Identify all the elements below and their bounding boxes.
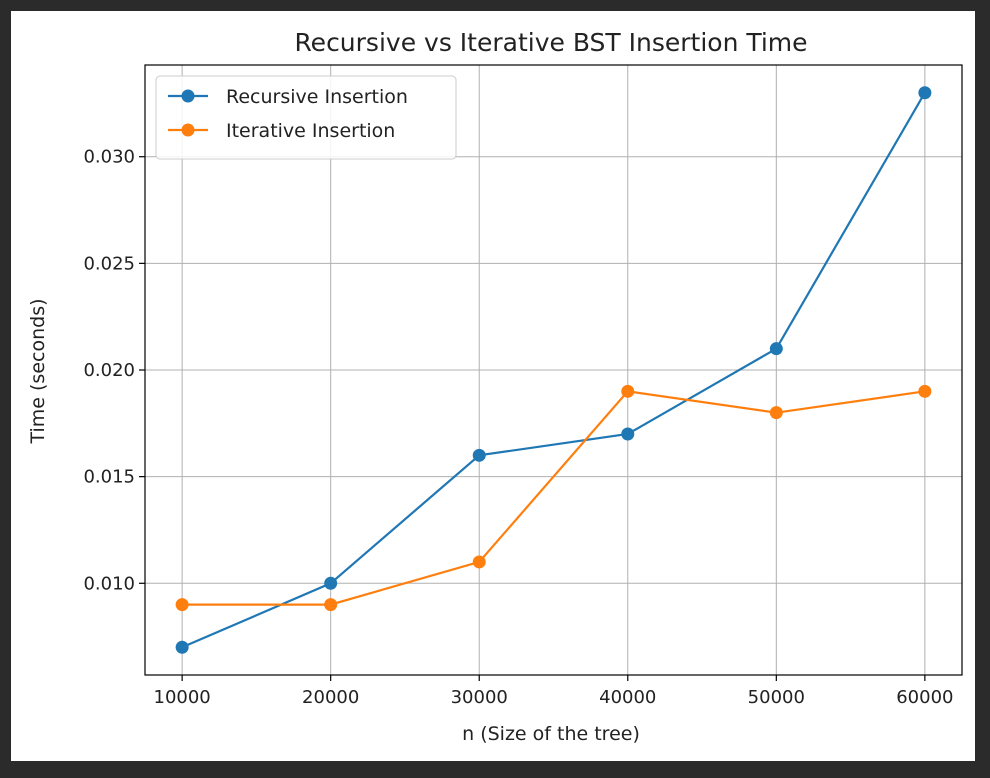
series-line-1: [181, 92, 926, 649]
y-tick-label: 0.015: [83, 467, 135, 488]
series-1-point: [769, 342, 783, 356]
x-tick-label: 20000: [302, 687, 359, 708]
y-tick-label: 0.020: [83, 360, 135, 381]
series-1-point: [621, 427, 635, 441]
x-axis-label: n (Size of the tree): [462, 723, 640, 745]
x-tick-label: 50000: [748, 687, 805, 708]
series-2-point: [769, 406, 783, 420]
series-2-point: [621, 384, 635, 398]
series-2-point: [472, 555, 486, 569]
x-tick-label: 10000: [154, 687, 211, 708]
series-1-point: [472, 448, 486, 462]
series-line-2: [182, 390, 926, 606]
series-2-point: [918, 384, 932, 398]
legend-marker-2: [181, 123, 195, 137]
x-tick-label: 30000: [451, 687, 508, 708]
series-2-point: [324, 598, 338, 612]
legend-label-2: Iterative Insertion: [226, 120, 395, 142]
y-tick-label: 0.030: [83, 147, 135, 168]
series-layer: [175, 86, 932, 654]
legend-box: [155, 75, 457, 160]
legend-label-1: Recursive Insertion: [226, 86, 408, 108]
series-1-point: [324, 576, 338, 590]
series-1-point: [918, 86, 932, 100]
x-tick-label: 60000: [896, 687, 953, 708]
line-chart: Recursive vs Iterative BST Insertion Tim…: [27, 28, 963, 745]
y-tick-label: 0.025: [83, 253, 135, 274]
tick-layer: 10000 20000 30000 40000 50000 60000 0.010 0.015…: [83, 147, 953, 708]
y-tick-label: 0.010: [83, 573, 135, 594]
chart-title: Recursive vs Iterative BST Insertion Tim…: [294, 28, 807, 57]
series-1-point: [175, 640, 189, 654]
y-axis-label: Time (seconds): [27, 298, 49, 444]
legend-marker-1: [181, 89, 195, 103]
x-tick-label: 40000: [599, 687, 656, 708]
series-2-point: [175, 598, 189, 612]
chart-figure: Recursive vs Iterative BST Insertion Tim…: [11, 11, 975, 761]
legend: Recursive Insertion Iterative Insertion: [155, 75, 457, 160]
